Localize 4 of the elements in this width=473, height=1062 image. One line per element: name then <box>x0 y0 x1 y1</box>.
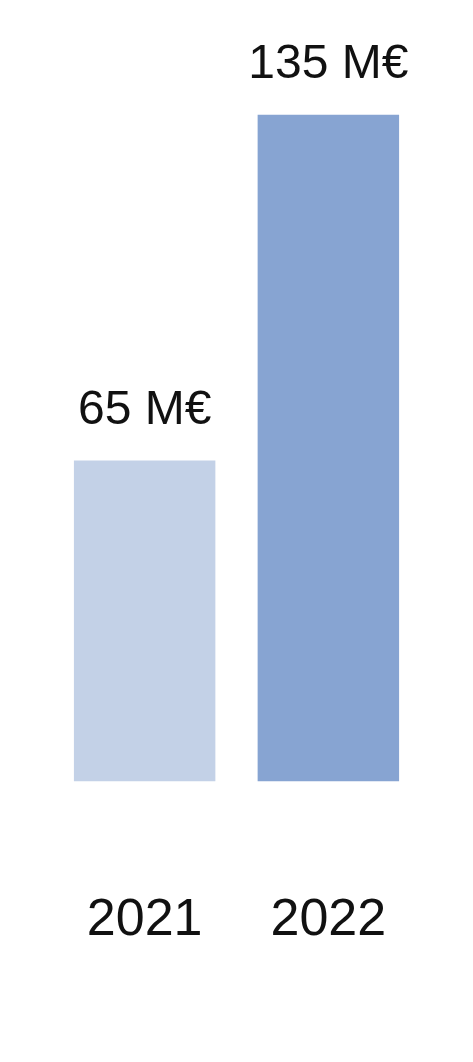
data-label: 65 M€ <box>77 380 212 434</box>
data-label: 135 M€ <box>248 34 409 88</box>
x-tick-label: 2021 <box>86 888 203 947</box>
x-tick-label: 2022 <box>270 888 387 947</box>
